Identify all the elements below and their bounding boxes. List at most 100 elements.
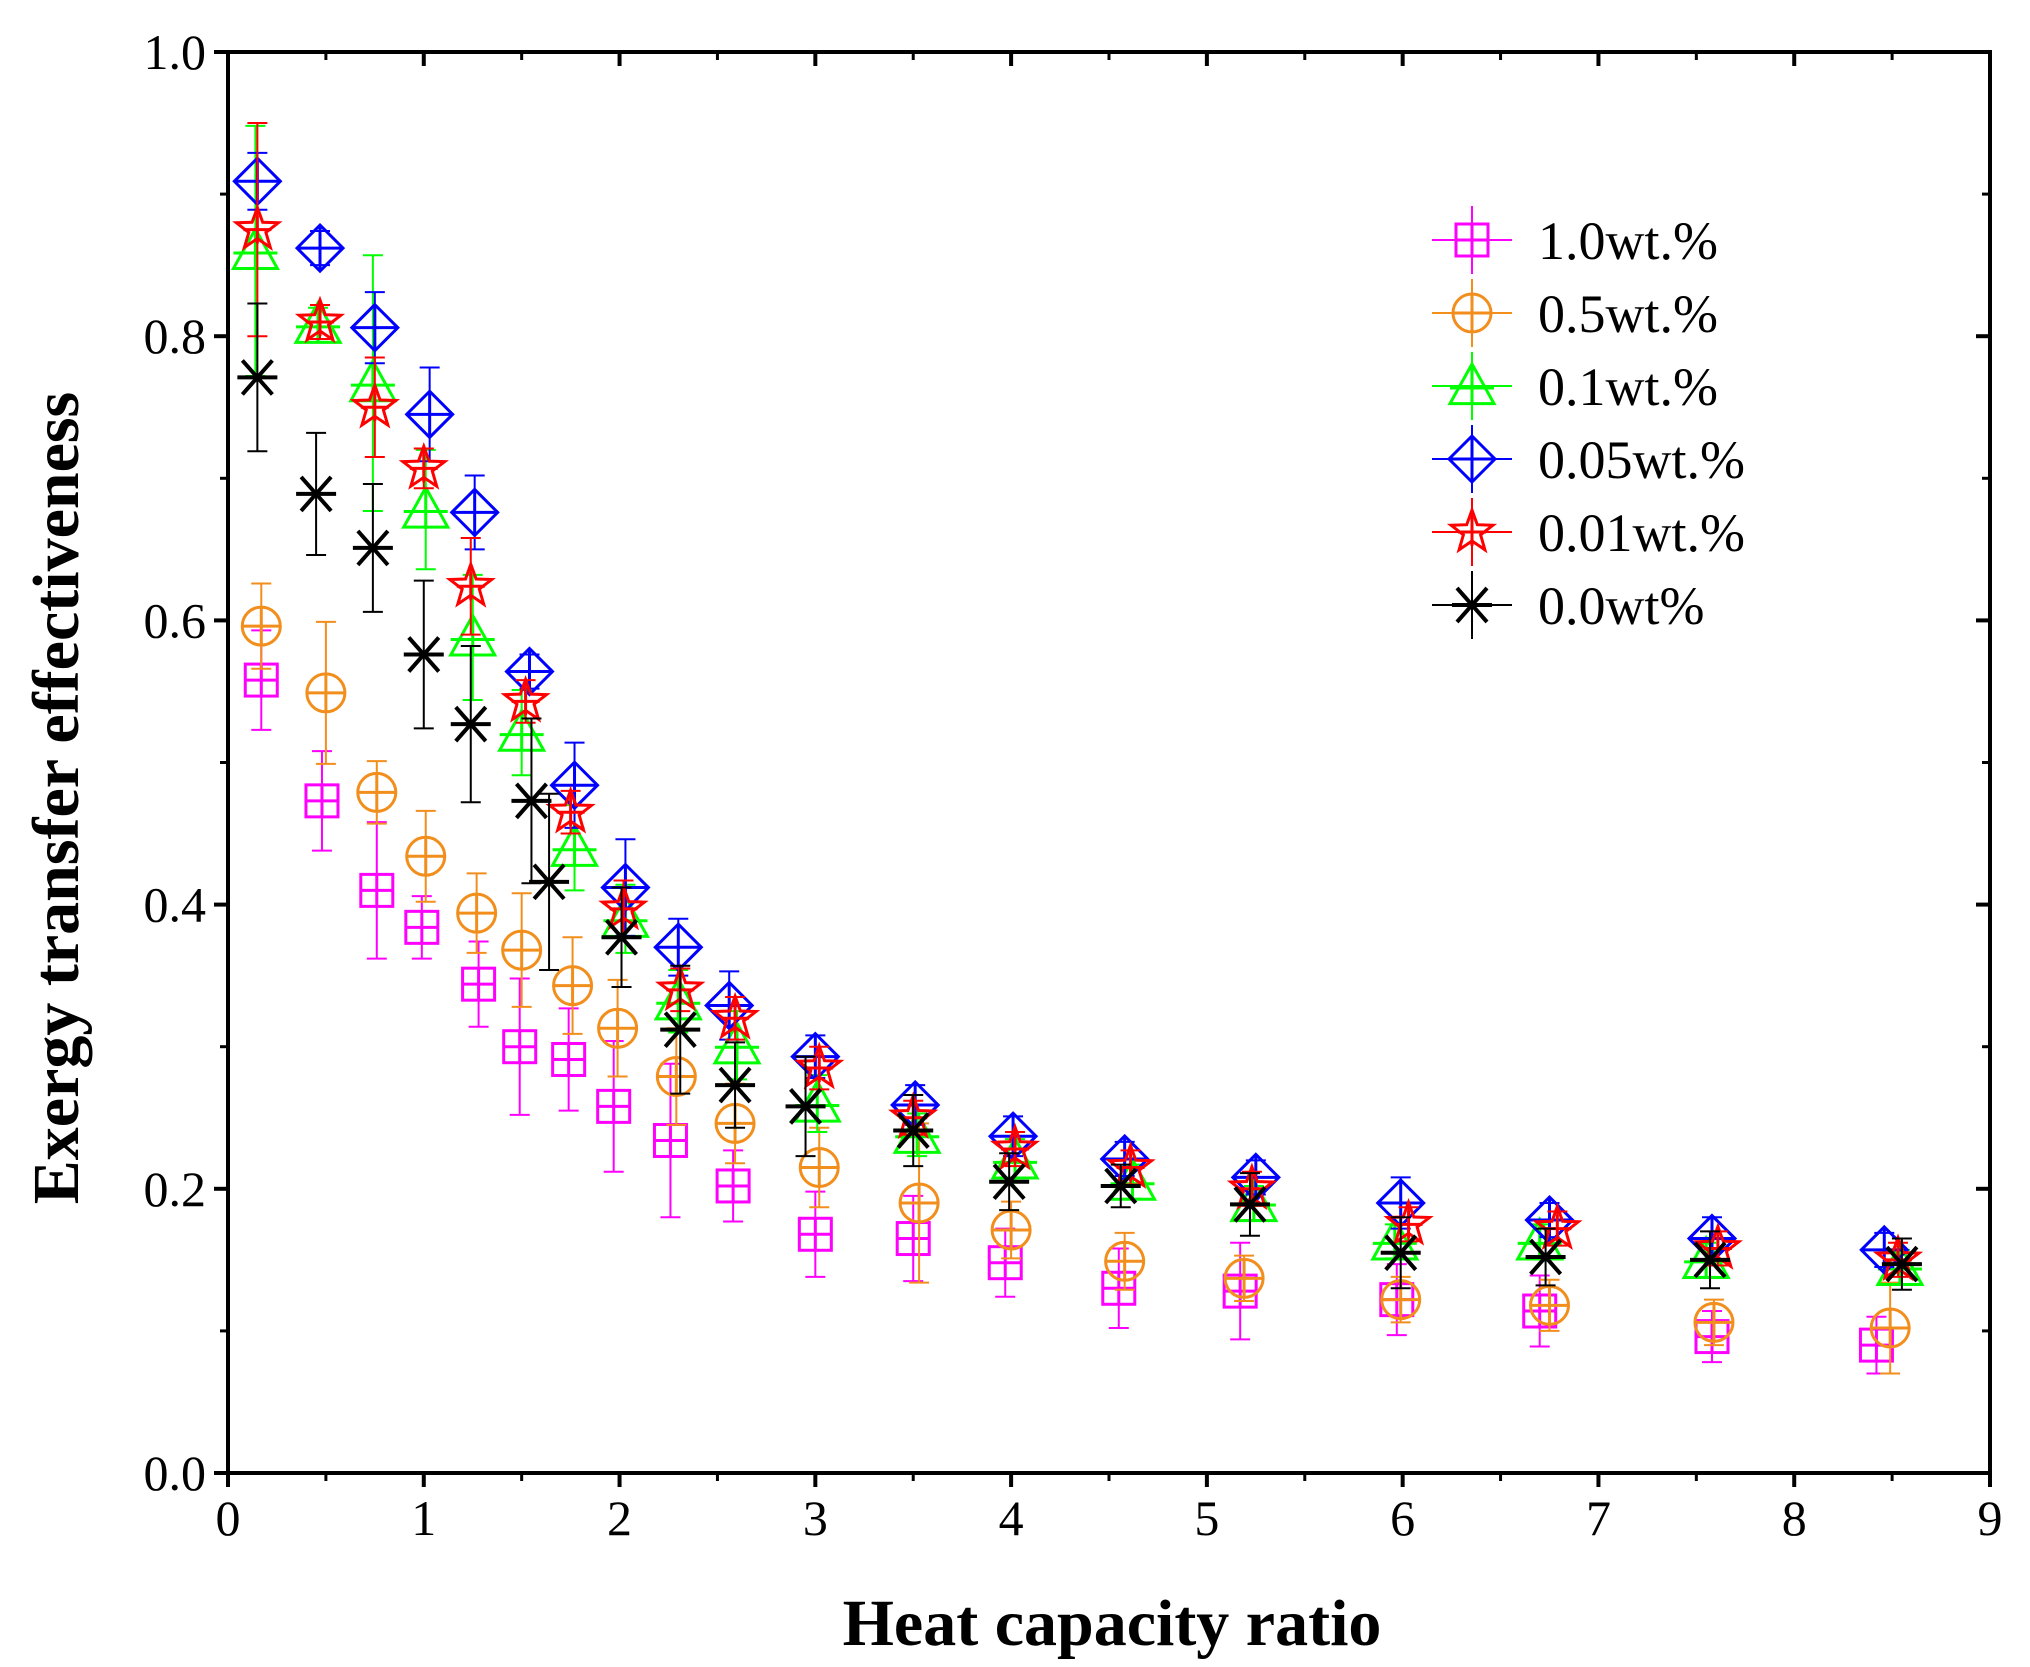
- data-point: [294, 295, 346, 344]
- data-point: [895, 1221, 931, 1257]
- plot-area: [230, 122, 1925, 1375]
- data-point: [296, 475, 337, 513]
- data-point: [794, 1041, 845, 1090]
- data-point: [1693, 1301, 1735, 1343]
- data-point: [893, 1112, 934, 1149]
- data-point: [1881, 1245, 1922, 1283]
- legend-marker: [1447, 360, 1497, 406]
- data-point: [500, 674, 551, 723]
- data-point: [405, 835, 447, 877]
- x-tick-label: 7: [1586, 1490, 1611, 1546]
- data-point: [652, 1122, 688, 1158]
- data-point: [501, 929, 543, 971]
- data-point: [456, 892, 498, 934]
- data-point: [597, 1007, 639, 1049]
- data-point: [304, 783, 340, 819]
- x-tick-label: 4: [999, 1490, 1024, 1546]
- data-point: [511, 782, 552, 820]
- legend-marker: [1454, 222, 1490, 258]
- data-point: [1525, 1238, 1566, 1276]
- data-point: [785, 1088, 826, 1125]
- x-tick-label: 6: [1390, 1490, 1415, 1546]
- legend-item: 1.0wt.%: [1432, 206, 1718, 274]
- data-point: [1101, 1270, 1137, 1306]
- data-point: [1229, 1186, 1270, 1223]
- data-point: [1380, 1234, 1421, 1272]
- data-point: [1858, 1327, 1894, 1363]
- data-point: [660, 1011, 701, 1048]
- legend-label: 0.05wt.%: [1538, 430, 1745, 490]
- series-0.0wt%: [237, 302, 1922, 1291]
- data-point: [461, 966, 497, 1002]
- data-point: [294, 222, 346, 274]
- y-tick-label: 0.8: [144, 308, 207, 364]
- data-point: [356, 771, 398, 813]
- data-point: [990, 1209, 1032, 1251]
- data-point: [401, 484, 451, 529]
- legend-marker: [1446, 433, 1498, 485]
- data-point: [232, 203, 283, 252]
- y-axis-title: Exergy transfer effectiveness: [20, 392, 93, 1204]
- y-tick-label: 0.0: [144, 1445, 207, 1501]
- data-point: [653, 922, 704, 973]
- data-point: [450, 705, 491, 743]
- data-point: [715, 1066, 756, 1104]
- data-point: [359, 872, 395, 908]
- x-tick-label: 0: [216, 1490, 241, 1546]
- y-tick-label: 0.2: [144, 1161, 207, 1217]
- legend-label: 0.0wt%: [1538, 576, 1704, 636]
- series-0.5wt.%: [240, 582, 1911, 1375]
- legend-marker: [1446, 505, 1498, 554]
- data-point: [798, 1146, 840, 1188]
- legend-label: 1.0wt.%: [1538, 211, 1718, 271]
- data-point: [545, 785, 596, 834]
- data-point: [240, 605, 282, 647]
- x-tick-label: 9: [1978, 1490, 2003, 1546]
- data-point: [987, 1245, 1023, 1281]
- data-point: [549, 822, 600, 867]
- data-point: [596, 1088, 632, 1124]
- data-point: [1100, 1167, 1141, 1205]
- data-point: [404, 389, 455, 440]
- data-point: [449, 487, 500, 538]
- data-point: [352, 529, 393, 567]
- data-point: [529, 863, 570, 901]
- data-point: [1223, 1257, 1265, 1299]
- data-point: [349, 302, 400, 353]
- x-tick-label: 2: [607, 1490, 632, 1546]
- y-tick-label: 0.6: [144, 592, 207, 648]
- axes: 0 1 2 3 4 5 6 7 8 9 0.0 0.2 0.4 0.6 0.8 1.0: [144, 24, 2003, 1546]
- data-point: [797, 1216, 833, 1252]
- legend: 1.0wt.% 0.5wt.% 0.1wt.% 0.05wt.% 0.01wt.% 0.0…: [1432, 206, 1745, 639]
- data-point: [989, 1122, 1041, 1171]
- legend-item: 0.01wt.%: [1432, 498, 1745, 566]
- data-point: [989, 1163, 1030, 1201]
- legend-item: 0.5wt.%: [1432, 279, 1718, 347]
- data-point: [552, 965, 594, 1007]
- x-tick-label: 8: [1782, 1490, 1807, 1546]
- data-point: [709, 991, 761, 1040]
- data-point: [898, 1182, 940, 1224]
- data-point: [502, 1029, 538, 1065]
- x-tick-label: 1: [411, 1490, 436, 1546]
- legend-marker: [1452, 586, 1492, 624]
- data-point: [1869, 1307, 1911, 1349]
- y-tick-label: 1.0: [144, 24, 207, 80]
- data-point: [1690, 1241, 1731, 1279]
- data-point: [237, 359, 278, 396]
- data-point: [349, 380, 401, 429]
- legend-marker: [1451, 292, 1493, 334]
- data-point: [715, 1168, 751, 1204]
- legend-label: 0.1wt.%: [1538, 357, 1718, 417]
- data-point: [404, 909, 440, 945]
- legend-item: 0.0wt%: [1432, 571, 1704, 639]
- data-point: [497, 707, 547, 752]
- data-point: [655, 1056, 697, 1098]
- y-tick-label: 0.4: [144, 877, 207, 933]
- data-point: [1529, 1284, 1570, 1326]
- series-1.0wt.%: [243, 629, 1894, 1375]
- data-point: [551, 1041, 587, 1077]
- data-point: [598, 882, 649, 931]
- data-point: [601, 918, 642, 956]
- x-tick-label: 3: [803, 1490, 828, 1546]
